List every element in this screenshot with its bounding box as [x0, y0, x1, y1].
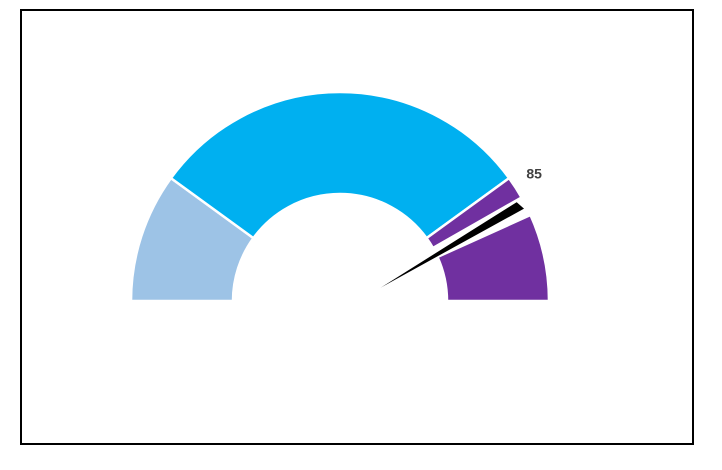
chart-frame	[20, 9, 694, 445]
gauge-band-2	[169, 90, 511, 240]
gauge-pointer-needle	[357, 200, 527, 302]
gauge-band-3-part-2	[435, 213, 551, 303]
gauge-band-3-part-1	[424, 176, 524, 250]
gauge-bands	[129, 90, 551, 303]
gauge-pointer-layer	[357, 200, 527, 302]
pointer-value-label: 85	[526, 166, 542, 182]
